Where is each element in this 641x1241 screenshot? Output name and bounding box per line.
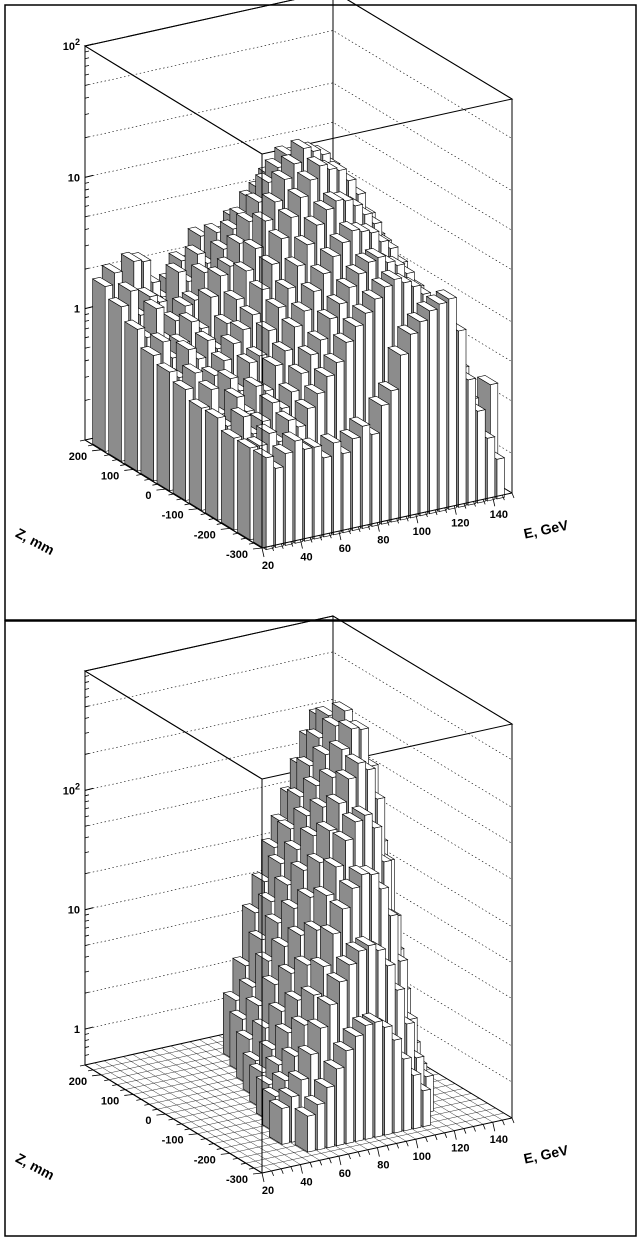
wall-grid-line: [84, 213, 513, 323]
wall-grid-line: [84, 937, 513, 1047]
z-tick-label: 1: [74, 304, 80, 316]
x-tick-label: 100: [413, 526, 431, 538]
x-tick-label: 40: [300, 552, 312, 564]
y-tick-label: -100: [162, 510, 184, 522]
floor-grid-line: [253, 1112, 504, 1169]
box-top-outline: [83, 615, 514, 780]
y-tick-label: -200: [194, 1154, 216, 1166]
y-tick-label: -100: [162, 1135, 184, 1147]
lego-bar: [268, 1098, 291, 1145]
x-tick-label: 120: [451, 518, 469, 530]
x-tick-label: 120: [451, 1143, 469, 1155]
x-tick-label: 80: [377, 1160, 389, 1172]
z-tick-label: 102: [63, 781, 80, 797]
y-tick-label: 100: [101, 470, 119, 482]
lego-bar: [252, 448, 275, 551]
y-tick-label: 100: [101, 1095, 119, 1107]
wall-grid-line: [84, 651, 513, 761]
z-axis: 1 10 102: [63, 37, 94, 401]
wall-grid-line: [84, 699, 513, 808]
y-tick-label: -200: [194, 529, 216, 541]
y-tick-label: 200: [69, 451, 87, 463]
z-axis: 1 10 102: [63, 675, 94, 1056]
x-tick-label: 40: [300, 1177, 312, 1189]
x-tick-label: 140: [490, 1134, 508, 1146]
wall-grid-line: [84, 973, 513, 1083]
y-tick-label: 200: [69, 1076, 87, 1088]
lego-bar: [294, 1106, 316, 1153]
x-tick-label: 20: [262, 560, 274, 572]
wall-grid-line: [84, 890, 513, 999]
y-tick-label: -300: [226, 1174, 248, 1186]
y-tick-label: 0: [145, 490, 151, 502]
wall-grid-line: [84, 30, 513, 139]
x-tick-label: 80: [377, 535, 389, 547]
wall-grid-line: [84, 121, 513, 231]
z-tick-label: 1: [74, 1024, 80, 1036]
wall-grid-line: [84, 82, 513, 192]
y-tick-label: -300: [226, 549, 248, 561]
x-tick-label: 20: [262, 1185, 274, 1197]
z-tick-label: 10: [68, 172, 80, 184]
x-tick-label: 60: [339, 1168, 351, 1180]
wall-grid-line: [84, 161, 513, 271]
x-tick-label: 60: [339, 543, 351, 555]
z-tick-label: 10: [68, 905, 80, 917]
box-top-outline: [83, 0, 514, 155]
wall-grid-line: [84, 735, 513, 844]
z-tick-label: 102: [63, 37, 80, 53]
wall-grid-line: [84, 770, 513, 880]
wall-grid-line: [84, 818, 513, 928]
x-tick-label: 100: [413, 1151, 431, 1163]
x-tick-label: 140: [490, 509, 508, 521]
wall-grid-line: [84, 854, 513, 963]
y-tick-label: 0: [145, 1115, 151, 1127]
